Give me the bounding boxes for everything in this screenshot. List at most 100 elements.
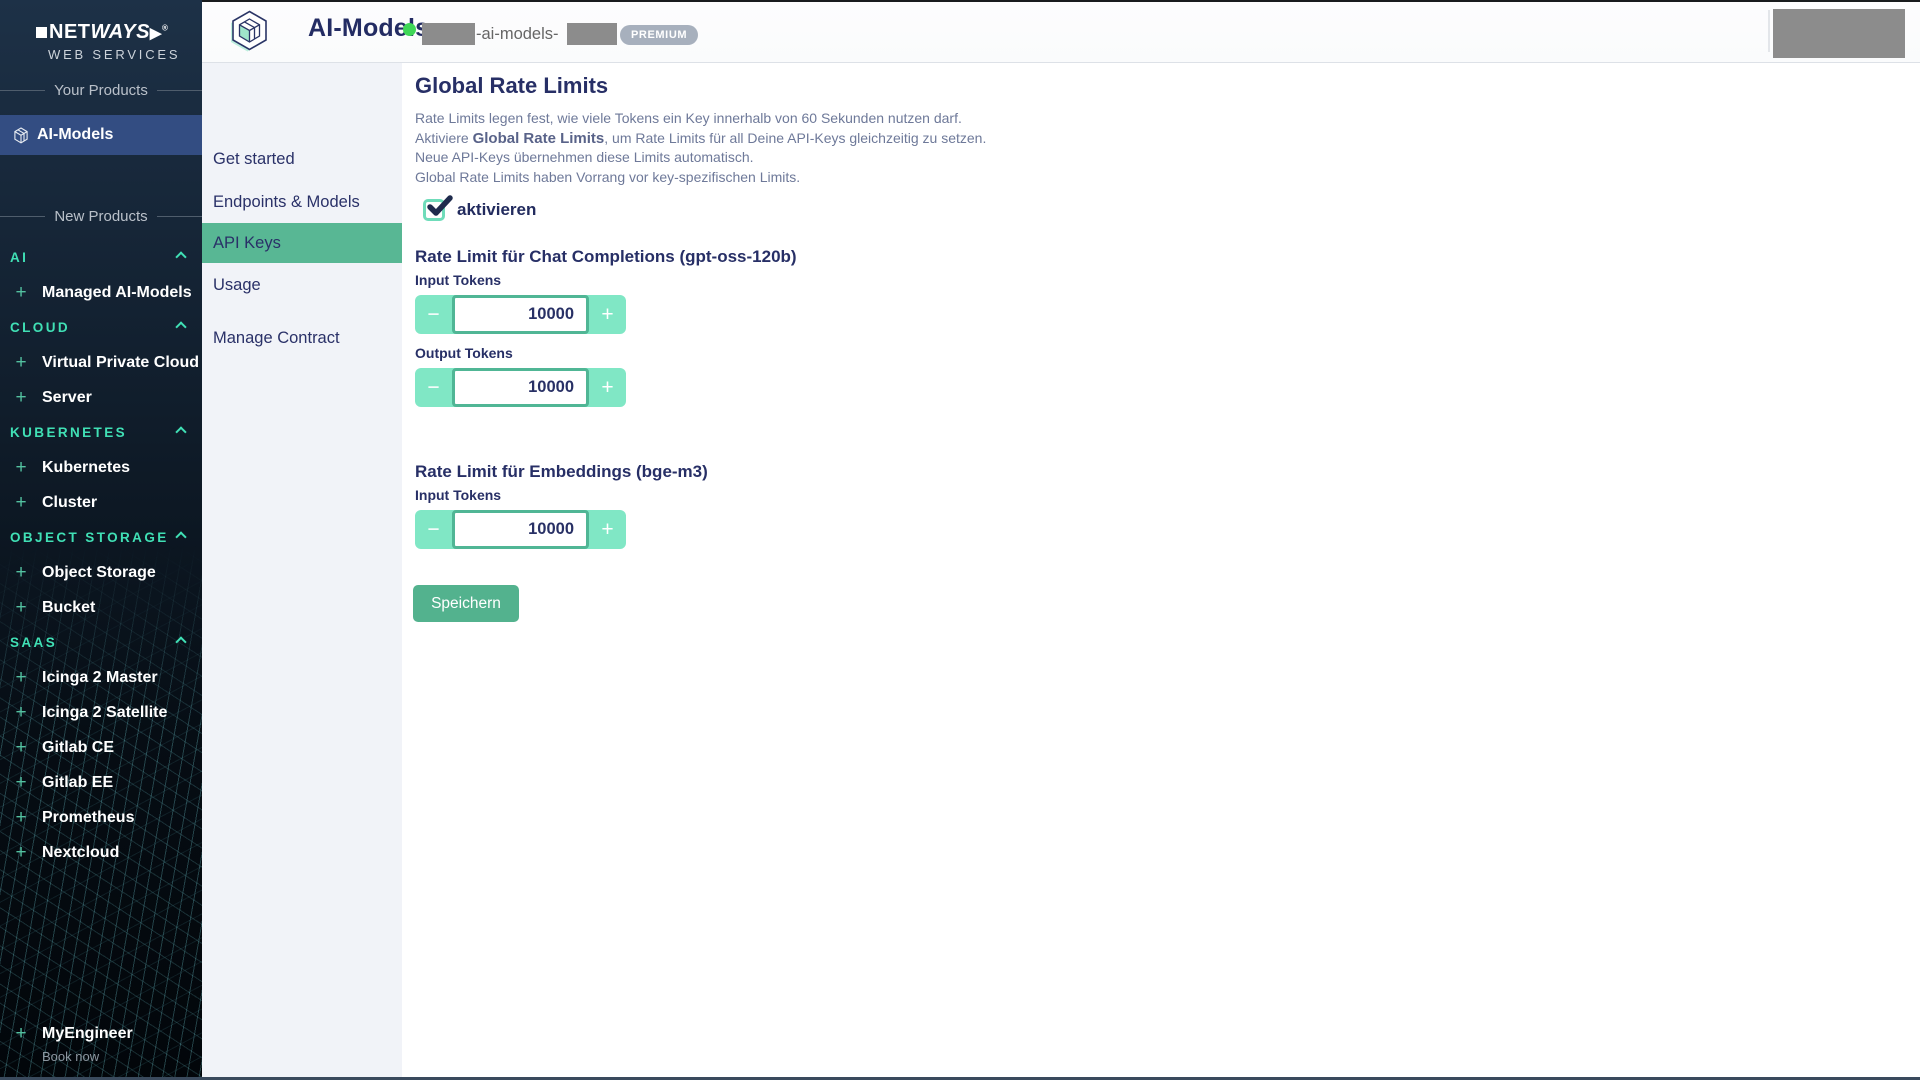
plus-icon: + bbox=[15, 701, 27, 723]
sidebar-group-header-ai[interactable]: AI bbox=[0, 240, 202, 275]
plus-icon: + bbox=[15, 806, 27, 828]
redacted-instance-suffix bbox=[567, 23, 617, 45]
section-title-chat-completions: Rate Limit für Chat Completions (gpt-oss… bbox=[415, 247, 797, 266]
plus-icon: + bbox=[15, 841, 27, 863]
sidebar-item-label: Server bbox=[42, 388, 92, 406]
logo-text-italic: WAYS bbox=[90, 21, 150, 43]
instance-name-text: -ai-models- bbox=[476, 25, 559, 43]
chat-input-tokens-stepper: − + bbox=[415, 295, 626, 334]
cube-icon bbox=[13, 126, 29, 144]
sidebar-item-icinga-2-master[interactable]: + Icinga 2 Master bbox=[0, 660, 202, 695]
plus-icon: + bbox=[15, 456, 27, 478]
window-top-edge bbox=[202, 0, 1920, 2]
premium-badge: PREMIUM bbox=[620, 25, 699, 45]
your-products-label: Your Products bbox=[54, 82, 148, 99]
logo-square-icon bbox=[36, 27, 47, 38]
chat-input-tokens-field[interactable] bbox=[452, 295, 589, 334]
activate-checkbox[interactable] bbox=[423, 195, 453, 221]
registered-mark: ® bbox=[161, 23, 169, 33]
plus-icon: + bbox=[15, 281, 27, 303]
decrement-button[interactable]: − bbox=[427, 302, 440, 326]
description-line: Aktiviere Global Rate Limits, um Rate Li… bbox=[415, 129, 986, 149]
book-now-label[interactable]: Book now bbox=[42, 1049, 100, 1064]
tab-get-started[interactable]: Get started bbox=[213, 150, 295, 168]
main-content: Global Rate Limits Rate Limits legen fes… bbox=[402, 63, 1920, 1077]
increment-button[interactable]: + bbox=[601, 375, 614, 399]
plus-icon: + bbox=[15, 386, 27, 408]
sidebar-item-label: Icinga 2 Master bbox=[42, 668, 158, 686]
save-button[interactable]: Speichern bbox=[413, 585, 519, 622]
header-bar: AI-Models -ai-models- PREMIUM bbox=[202, 0, 1920, 63]
page-title: Global Rate Limits bbox=[415, 73, 609, 98]
chevron-up-icon bbox=[175, 321, 187, 333]
sidebar-item-label: AI-Models bbox=[37, 126, 114, 143]
sidebar-item-label: Icinga 2 Satellite bbox=[42, 703, 168, 721]
logo-tagline: WEB SERVICES bbox=[48, 47, 181, 62]
sidebar-item-label: Object Storage bbox=[42, 563, 156, 581]
plus-icon: + bbox=[15, 561, 27, 583]
tab-api-keys[interactable]: API Keys bbox=[202, 223, 402, 263]
sidebar-item-myengineer[interactable]: + MyEngineer bbox=[0, 1023, 202, 1045]
primary-sidebar: NETWAYS▶® WEB SERVICES Your Products AI-… bbox=[0, 0, 202, 1080]
plus-icon: + bbox=[15, 491, 27, 513]
description-bold-text: Global Rate Limits bbox=[472, 129, 605, 147]
plus-icon: + bbox=[15, 666, 27, 688]
group-label: KUBERNETES bbox=[10, 425, 128, 440]
sidebar-item-gitlab-ee[interactable]: + Gitlab EE bbox=[0, 765, 202, 800]
input-tokens-label: Input Tokens bbox=[415, 487, 502, 503]
plus-icon: + bbox=[15, 771, 27, 793]
sidebar-item-kubernetes[interactable]: + Kubernetes bbox=[0, 450, 202, 485]
decrement-button[interactable]: − bbox=[427, 375, 440, 399]
sidebar-item-nextcloud[interactable]: + Nextcloud bbox=[0, 835, 202, 870]
description-text: Aktiviere bbox=[415, 129, 473, 146]
header-divider bbox=[1768, 10, 1770, 52]
sidebar-item-label: Gitlab CE bbox=[42, 738, 115, 756]
activate-checkbox-label: aktivieren bbox=[457, 200, 537, 219]
decrement-button[interactable]: − bbox=[427, 517, 440, 541]
sidebar-item-bucket[interactable]: + Bucket bbox=[0, 590, 202, 625]
section-title-embeddings: Rate Limit für Embeddings (bge-m3) bbox=[415, 462, 708, 481]
netways-logo: NETWAYS▶® WEB SERVICES bbox=[36, 21, 180, 62]
sidebar-item-icinga-2-satellite[interactable]: + Icinga 2 Satellite bbox=[0, 695, 202, 730]
tab-usage[interactable]: Usage bbox=[213, 276, 261, 294]
chevron-up-icon bbox=[175, 426, 187, 438]
sidebar-item-label: Bucket bbox=[42, 598, 96, 616]
rate-limits-description: Rate Limits legen fest, wie viele Tokens… bbox=[415, 109, 986, 187]
sidebar-item-label: Nextcloud bbox=[42, 843, 120, 861]
increment-button[interactable]: + bbox=[601, 517, 614, 541]
tab-endpoints-models[interactable]: Endpoints & Models bbox=[213, 193, 360, 211]
sidebar-item-gitlab-ce[interactable]: + Gitlab CE bbox=[0, 730, 202, 765]
sidebar-group-header-saas[interactable]: SAAS bbox=[0, 625, 202, 660]
group-label: SAAS bbox=[10, 635, 58, 650]
sidebar-item-label: Virtual Private Cloud bbox=[42, 353, 200, 371]
embeddings-input-tokens-field[interactable] bbox=[452, 510, 589, 549]
myengineer-label: MyEngineer bbox=[42, 1025, 133, 1042]
output-tokens-label: Output Tokens bbox=[415, 345, 513, 361]
sidebar-footer: + MyEngineer Book now bbox=[0, 1023, 202, 1064]
sidebar-group-header-object-storage[interactable]: OBJECT STORAGE bbox=[0, 520, 202, 555]
new-products-nav: AI + Managed AI-Models CLOUD + Virtual P… bbox=[0, 240, 202, 870]
chat-output-tokens-stepper: − + bbox=[415, 368, 626, 407]
sidebar-item-managed-ai-models[interactable]: + Managed AI-Models bbox=[0, 275, 202, 310]
plus-icon: + bbox=[15, 736, 27, 758]
status-dot-icon bbox=[403, 23, 416, 36]
sidebar-item-cluster[interactable]: + Cluster bbox=[0, 485, 202, 520]
sidebar-item-object-storage[interactable]: + Object Storage bbox=[0, 555, 202, 590]
sidebar-group-header-cloud[interactable]: CLOUD bbox=[0, 310, 202, 345]
sidebar-group-header-kubernetes[interactable]: KUBERNETES bbox=[0, 415, 202, 450]
tab-manage-contract[interactable]: Manage Contract bbox=[213, 329, 340, 347]
chat-output-tokens-field[interactable] bbox=[452, 368, 589, 407]
increment-button[interactable]: + bbox=[601, 302, 614, 326]
logo-wordmark: NETWAYS▶® bbox=[36, 21, 180, 44]
sidebar-item-ai-models[interactable]: AI-Models bbox=[0, 115, 202, 155]
ai-models-hexagon-icon bbox=[226, 8, 273, 60]
new-products-label: New Products bbox=[54, 208, 148, 225]
sidebar-item-prometheus[interactable]: + Prometheus bbox=[0, 800, 202, 835]
redacted-user-menu[interactable] bbox=[1773, 9, 1905, 58]
group-label: CLOUD bbox=[10, 320, 70, 335]
redacted-instance-prefix bbox=[422, 23, 475, 45]
sidebar-item-server[interactable]: + Server bbox=[0, 380, 202, 415]
sidebar-item-label: Managed AI-Models bbox=[42, 283, 192, 301]
sidebar-item-label: Prometheus bbox=[42, 808, 135, 826]
sidebar-item-virtual-private-cloud[interactable]: + Virtual Private Cloud bbox=[0, 345, 202, 380]
